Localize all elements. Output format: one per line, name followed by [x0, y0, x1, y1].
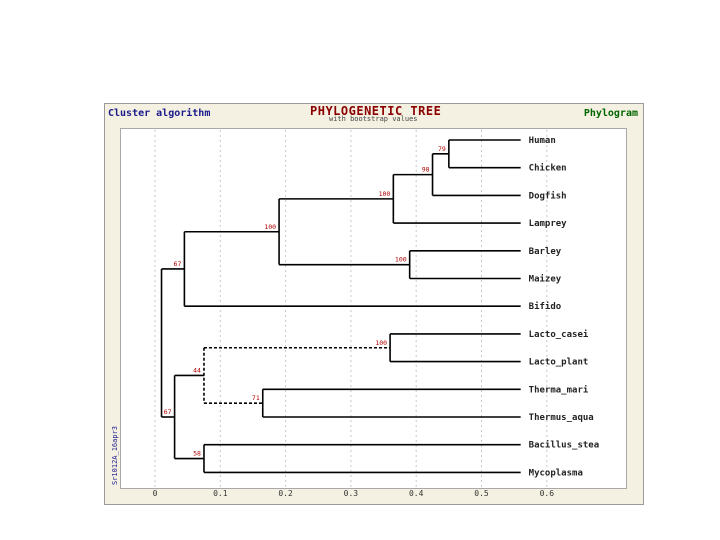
- bootstrap-value: 100: [375, 339, 387, 347]
- axis-tick-label: 0.5: [474, 489, 489, 498]
- axis-tick-label: 0: [153, 489, 158, 498]
- leaf-label: Therma_mari: [529, 384, 589, 395]
- bootstrap-value: 100: [379, 190, 391, 198]
- leaf-label: Chicken: [529, 163, 567, 174]
- tree-subtitle: with bootstrap values: [329, 115, 418, 123]
- tree-title: PHYLOGENETIC TREE: [310, 104, 442, 118]
- bootstrap-value: 79: [438, 145, 446, 153]
- axis-tick-label: 0.1: [213, 489, 228, 498]
- leaf-label: Thermus_aqua: [529, 413, 594, 423]
- axis-tick-label: 0.3: [344, 489, 359, 498]
- axis-tick-label: 0.4: [409, 489, 424, 498]
- bootstrap-value: 100: [395, 256, 407, 264]
- plot-area: [120, 128, 627, 489]
- phylogram-label: Phylogram: [583, 108, 638, 119]
- leaf-label: Maizey: [529, 274, 562, 285]
- bootstrap-value: 67: [174, 260, 182, 268]
- axis-tick-label: 0.6: [540, 489, 555, 498]
- leaf-label: Dogfish: [529, 190, 567, 201]
- bootstrap-value: 71: [252, 394, 260, 402]
- leaf-label: Bifido: [529, 301, 562, 312]
- bootstrap-value: 100: [264, 223, 276, 231]
- cluster-algorithm-label: Cluster algorithm: [108, 108, 211, 119]
- leaf-label: Human: [529, 136, 556, 146]
- leaf-label: Lacto_plant: [529, 358, 589, 368]
- bootstrap-value: 67: [164, 408, 172, 416]
- leaf-label: Barley: [529, 247, 562, 257]
- leaf-label: Lacto_casei: [529, 329, 589, 340]
- leaf-label: Bacillus_stea: [529, 440, 599, 451]
- bootstrap-value: 58: [193, 450, 201, 458]
- bootstrap-value: 98: [422, 166, 430, 174]
- leaf-label: Mycoplasma: [529, 468, 583, 478]
- axis-tick-label: 0.2: [278, 489, 293, 498]
- leaf-label: Lamprey: [529, 219, 568, 229]
- bootstrap-value: 44: [193, 366, 201, 374]
